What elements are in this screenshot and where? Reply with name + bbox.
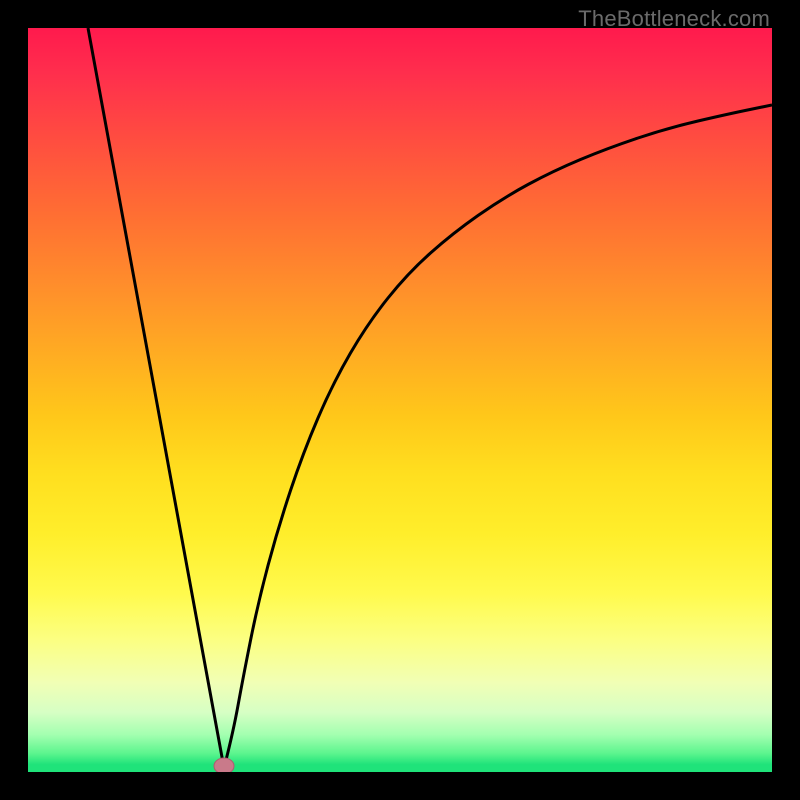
plot-area xyxy=(28,28,772,772)
watermark-text: TheBottleneck.com xyxy=(578,6,770,32)
chart-frame: TheBottleneck.com xyxy=(0,0,800,800)
